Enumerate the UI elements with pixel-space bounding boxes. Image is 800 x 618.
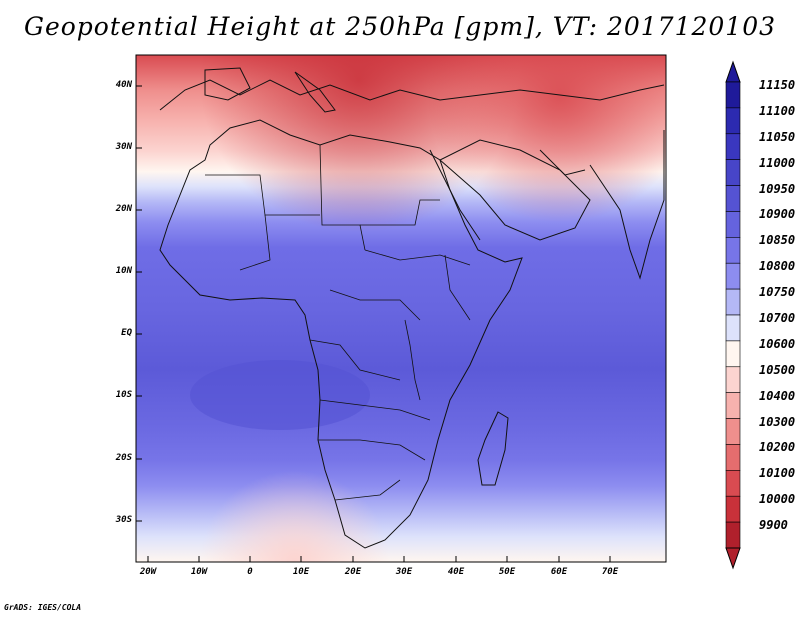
red-sea (429, 149, 481, 241)
colorbar-swatch (725, 185, 741, 212)
lon-label-10e: 10E (292, 567, 310, 577)
lat-label-30s: 30S (115, 515, 132, 525)
colorbar-label: 10400 (759, 388, 796, 403)
lat-label-20n: 20N (115, 204, 132, 214)
colorbar-swatch (725, 495, 741, 523)
colorbar-label: 10100 (759, 466, 796, 481)
lat-label-40n: 40N (115, 80, 132, 90)
colorbar-swatch (725, 288, 741, 316)
lat-label-20s: 20S (115, 453, 132, 463)
colorbar-label: 10200 (759, 440, 796, 455)
europe-coastline (159, 79, 665, 111)
country-borders (205, 144, 471, 501)
coastlines (159, 67, 665, 549)
colorbar-swatch (725, 237, 741, 264)
colorbar-label: 10600 (759, 336, 796, 351)
colorbar-label: 11150 (759, 78, 796, 92)
colorbar-label: 10850 (759, 233, 796, 248)
lat-label-eq: EQ (121, 328, 132, 338)
persian-gulf (539, 149, 586, 176)
lat-label-10s: 10S (115, 390, 132, 400)
colorbar-label: 10800 (759, 259, 796, 274)
lat-label-30n: 30N (115, 142, 132, 152)
map-title: Geopotential Height at 250hPa [gpm], VT:… (23, 12, 777, 41)
colorbar-label: 10900 (759, 207, 796, 222)
colorbar-swatch (725, 159, 741, 186)
colorbar-label: 9900 (759, 518, 788, 533)
colorbar-label: 10750 (759, 285, 796, 300)
lon-label-40e: 40E (447, 567, 465, 577)
colorbar-label: 11100 (759, 103, 796, 118)
africa-coastline (159, 119, 523, 549)
colorbar-swatch (725, 262, 741, 290)
lon-label-60e: 60E (550, 567, 568, 577)
colorbar-swatch (725, 211, 741, 238)
italy-coastline (294, 71, 336, 113)
colorbar-label: 10000 (759, 492, 796, 507)
colorbar-label: 11000 (759, 155, 796, 170)
credit-text: GrADS: IGES/COLA (4, 603, 82, 612)
colorbar-swatch (725, 133, 741, 160)
colorbar-bottom-arrow (725, 547, 741, 570)
colorbar-label: 10300 (759, 414, 796, 429)
colorbar-swatch (725, 366, 741, 393)
colorbar-swatch (725, 521, 741, 549)
map-frame (135, 54, 667, 563)
india-coastline (589, 130, 665, 280)
colorbar-top-arrow (725, 60, 741, 83)
lon-label-20e: 20E (344, 567, 362, 577)
colorbar-swatch (725, 392, 741, 419)
lon-label-70e: 70E (601, 567, 619, 577)
colorbar-swatch (725, 418, 741, 445)
colorbar-label: 10950 (759, 181, 796, 196)
arabian-peninsula (439, 139, 591, 241)
colorbar-swatch (725, 314, 741, 342)
iberia-coastline (204, 67, 251, 101)
lon-label-30e: 30E (395, 567, 413, 577)
lat-label-10n: 10N (115, 266, 132, 276)
axis-ticks (136, 85, 611, 562)
height-maximum-atlantic (190, 360, 370, 430)
colorbar-label: 10500 (759, 362, 796, 377)
madagascar-coastline (477, 411, 509, 486)
colorbar-label: 10700 (759, 311, 796, 325)
lon-label-50e: 50E (498, 567, 516, 577)
lon-label-0: 0 (247, 567, 253, 577)
colorbar-swatch (725, 444, 741, 471)
colorbar-swatch (725, 340, 741, 368)
colorbar (725, 60, 741, 570)
colorbar-swatch (725, 81, 741, 109)
geopotential-field (136, 55, 666, 562)
lon-label-10w: 10W (190, 567, 208, 577)
colorbar-swatch (725, 470, 741, 497)
colorbar-label: 11050 (759, 129, 796, 144)
lon-label-20w: 20W (139, 567, 157, 577)
south-ridge (136, 55, 666, 562)
colorbar-swatch (725, 107, 741, 135)
